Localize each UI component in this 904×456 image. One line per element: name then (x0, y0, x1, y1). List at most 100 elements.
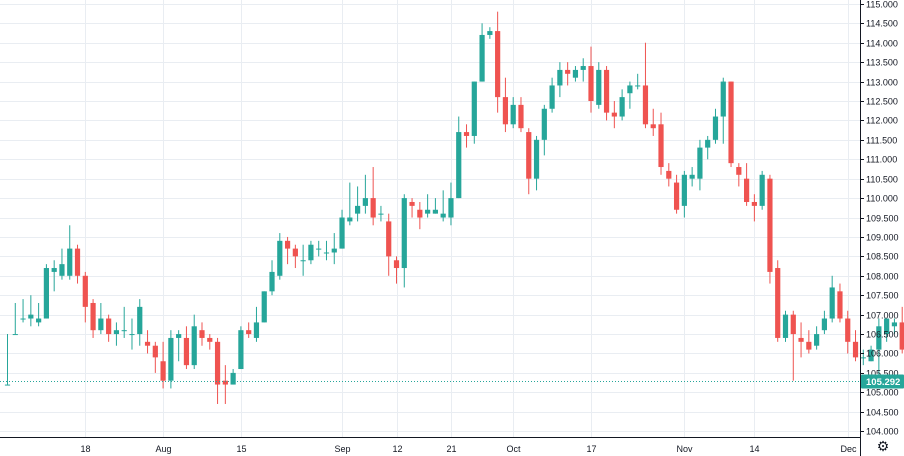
candle-up (884, 318, 890, 342)
candle-up (378, 205, 384, 222)
x-tick-label: Nov (676, 444, 693, 454)
candle-body (619, 97, 625, 117)
candle-body (82, 275, 88, 307)
candle-down (222, 365, 228, 404)
candle-down (603, 66, 610, 121)
candle-up (20, 299, 26, 323)
candle-up (137, 299, 143, 346)
candle-body (28, 314, 34, 319)
candle-up (121, 306, 127, 338)
candle-up (67, 225, 73, 280)
candle-body (417, 209, 423, 218)
candle-up (28, 295, 34, 327)
candle-body (603, 69, 610, 113)
y-tick-label: 104.500 (866, 408, 899, 418)
y-tick-label: 107.000 (866, 311, 899, 321)
candle-down (518, 97, 524, 133)
candle-body (362, 198, 368, 206)
candle-body (246, 330, 252, 335)
candle-up (782, 310, 789, 342)
candle-down (790, 310, 796, 381)
gear-icon: ⚙ (876, 438, 890, 454)
candle-down (370, 167, 376, 226)
candle-body (43, 268, 49, 319)
candle-body (456, 132, 462, 199)
candle-body (347, 217, 353, 222)
candle-body (720, 81, 726, 117)
candle-down (160, 341, 166, 389)
candle-body (884, 318, 890, 335)
candle-body (868, 349, 874, 362)
candle-down (393, 256, 400, 284)
candle-down (74, 244, 81, 284)
candle-up (510, 97, 516, 129)
candle-body (370, 198, 376, 218)
candle-body (588, 66, 594, 101)
candle-body (814, 334, 820, 346)
candle-down (246, 322, 252, 338)
candle-body (463, 132, 470, 136)
candle-down (728, 81, 734, 168)
candle-up (277, 233, 283, 280)
y-tick-label: 106.000 (866, 349, 899, 359)
candle-body (876, 326, 882, 350)
candle-body (697, 147, 703, 179)
candle-body (565, 69, 571, 74)
candle-body (611, 112, 617, 117)
candle-body (152, 345, 158, 358)
candle-body (378, 213, 384, 215)
candle-up (432, 198, 438, 214)
last-price-label: 105.292 (866, 377, 900, 388)
candle-up (339, 209, 345, 249)
last-price-badge (861, 374, 904, 389)
candle-down (744, 163, 750, 206)
y-tick-label: 112.000 (866, 116, 898, 126)
candle-up (300, 244, 306, 276)
candle-body (393, 260, 400, 269)
candle-body (74, 248, 81, 276)
candle-down (845, 310, 851, 354)
candle-body (113, 330, 120, 335)
candle-body (899, 322, 904, 350)
candle-down (806, 330, 812, 354)
candle-up (98, 302, 104, 335)
y-tick-label: 114.000 (866, 39, 898, 49)
y-tick-label: 107.500 (866, 291, 899, 301)
candle-down (214, 337, 221, 404)
candle-up (549, 77, 555, 113)
candle-body (176, 334, 182, 338)
y-tick-label: 114.500 (866, 19, 898, 29)
y-tick-label: 113.500 (866, 58, 898, 68)
candle-up (487, 27, 493, 39)
candle-up (316, 240, 322, 257)
candle-body (183, 337, 190, 366)
candle-down (565, 62, 571, 86)
candle-down (642, 42, 649, 129)
candle-body (759, 174, 765, 206)
candle-down (588, 46, 594, 113)
candle-down (852, 330, 859, 362)
y-tick-label: 108.500 (866, 252, 899, 262)
candle-down (199, 322, 205, 346)
candle-body (230, 372, 236, 385)
candle-up (627, 81, 633, 109)
y-tick-label: 112.500 (866, 97, 898, 107)
y-tick-label: 110.500 (866, 175, 898, 185)
settings-gear-icon[interactable]: ⚙ (870, 437, 896, 455)
candle-body (331, 248, 337, 253)
candle-body (744, 178, 750, 202)
candle-body (300, 260, 306, 262)
x-tick-label: Aug (155, 444, 171, 454)
candle-up (635, 73, 641, 90)
candle-up (712, 108, 719, 144)
x-tick-label: Oct (506, 444, 521, 454)
candle-body (12, 334, 18, 336)
candle-down (611, 100, 617, 129)
candle-body (355, 205, 361, 214)
candle-body (51, 268, 57, 272)
candle-body (409, 201, 415, 206)
y-tick-label: 113.000 (866, 78, 898, 88)
candle-up (4, 334, 11, 386)
candle-down (82, 271, 88, 323)
candle-body (292, 248, 298, 257)
